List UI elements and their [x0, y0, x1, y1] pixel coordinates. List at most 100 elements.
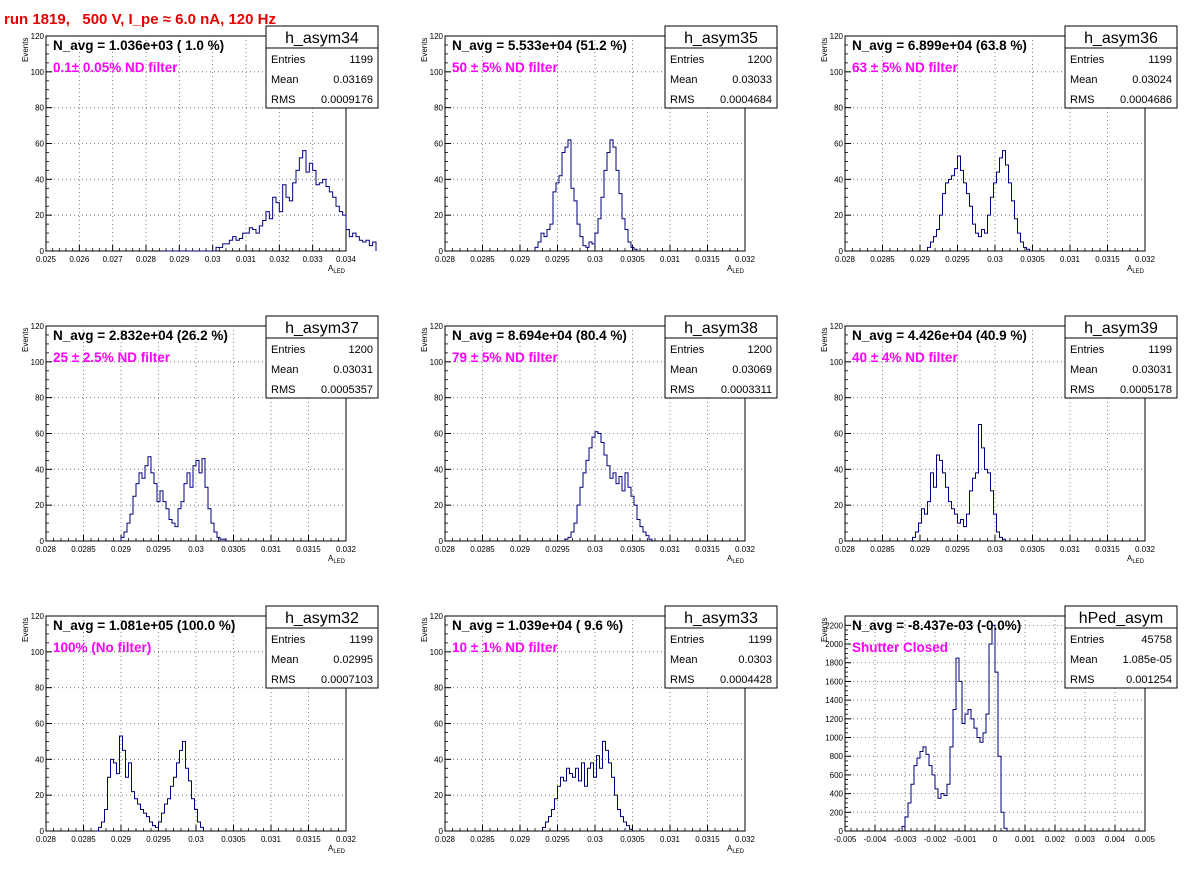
stat-name: RMS [271, 94, 295, 106]
x-tick-label: 0.032 [1135, 545, 1156, 554]
stats-box: h_asym34 Entries 1199 Mean 0.03169 RMS 0.00091… [265, 25, 379, 109]
filter-label: 40 ± 4% ND filter [852, 350, 958, 365]
x-tick-label: 0.0305 [221, 835, 246, 844]
navg-label: N_avg = 1.036e+03 ( 1.0 %) [53, 38, 224, 53]
y-axis-label: Events [420, 328, 429, 352]
x-axis-label: ALED [328, 554, 346, 565]
x-tick-label: 0.028 [435, 835, 456, 844]
y-tick-label: 100 [31, 648, 45, 657]
stats-box: h_asym36 Entries 1199 Mean 0.03024 RMS 0.00046… [1064, 25, 1178, 109]
stats-body-frame [265, 627, 379, 689]
histogram-series [564, 431, 653, 541]
y-tick-label: 20 [834, 501, 843, 510]
x-tick-label: 0.03 [587, 255, 603, 264]
histogram-series [912, 424, 1006, 541]
stat-name: Entries [670, 634, 705, 646]
y-tick-label: 60 [35, 430, 44, 439]
y-tick-label: 120 [430, 322, 444, 331]
stat-name: RMS [271, 384, 295, 396]
stat-name: Entries [670, 344, 705, 356]
histogram-series [927, 150, 1030, 251]
y-tick-label: 100 [31, 68, 45, 77]
y-tick-label: 1600 [825, 677, 843, 686]
x-tick-label: 0.0295 [545, 835, 570, 844]
x-tick-label: 0.03 [188, 545, 204, 554]
stat-name: Mean [670, 654, 698, 666]
stats-box: h_asym33 Entries 1199 Mean 0.0303 RMS 0.000442… [664, 605, 778, 689]
navg-label: N_avg = 2.832e+04 (26.2 %) [53, 328, 228, 343]
x-tick-label: 0.025 [36, 255, 57, 264]
x-tick-label: 0.0315 [695, 545, 720, 554]
y-tick-label: 40 [834, 465, 843, 474]
x-tick-label: 0.0295 [945, 545, 970, 554]
filter-label: 10 ± 1% ND filter [452, 640, 558, 655]
x-tick-label: 0.03 [205, 255, 221, 264]
stats-box: h_asym32 Entries 1199 Mean 0.02995 RMS 0.00071… [265, 605, 379, 689]
y-tick-label: 0 [40, 827, 45, 836]
y-tick-label: 2200 [825, 621, 843, 630]
y-axis-label: Events [21, 38, 30, 62]
x-axis-label: ALED [1127, 264, 1145, 275]
x-tick-label: 0.0305 [620, 835, 645, 844]
stats-box: h_asym39 Entries 1199 Mean 0.03031 RMS 0.00051… [1064, 315, 1178, 399]
stat-name: RMS [1070, 94, 1094, 106]
histogram-name: h_asym36 [1084, 30, 1158, 47]
stat-name: RMS [670, 94, 694, 106]
stat-value: 0.0003311 [721, 384, 772, 396]
y-tick-label: 800 [830, 752, 844, 761]
panel-h_asym36: 0.028 0.0285 0.029 0.0295 0.03 0.0305 0.031 0.0… [820, 25, 1178, 275]
x-tick-label: 0.028 [835, 545, 856, 554]
stat-name: Mean [1070, 364, 1098, 376]
x-tick-label: 0.028 [136, 255, 157, 264]
page-title: run 1819, 500 V, I_pe ≈ 6.0 nA, 120 Hz [4, 11, 276, 28]
histogram-name: h_asym35 [684, 30, 758, 47]
y-tick-label: 0 [839, 247, 844, 256]
x-tick-label: 0.032 [735, 255, 756, 264]
x-tick-label: 0.0315 [296, 835, 321, 844]
x-tick-label: -0.001 [954, 835, 977, 844]
x-tick-label: 0.033 [303, 255, 324, 264]
y-tick-label: 1000 [825, 734, 843, 743]
stats-body-frame [664, 337, 778, 399]
histogram-name: h_asym37 [285, 320, 359, 337]
x-tick-label: 0.03 [587, 545, 603, 554]
y-tick-label: 60 [834, 140, 843, 149]
y-tick-label: 200 [830, 808, 844, 817]
stat-value: 0.0004684 [720, 94, 772, 106]
x-tick-label: 0.032 [336, 835, 357, 844]
y-tick-label: 100 [430, 648, 444, 657]
y-tick-label: 20 [434, 211, 443, 220]
stat-name: Entries [271, 54, 306, 66]
y-tick-label: 120 [830, 32, 844, 41]
y-axis-label: Events [820, 38, 829, 62]
stat-name: RMS [1070, 674, 1094, 686]
stat-value: 0.03033 [732, 74, 772, 86]
panel-h_asym34: 0.025 0.026 0.027 0.028 0.029 0.03 0.031 0.032 0… [21, 25, 379, 275]
y-axis-label: Events [21, 328, 30, 352]
x-tick-label: 0.028 [835, 255, 856, 264]
y-axis-label: Events [21, 618, 30, 642]
stat-value: 0.0303 [738, 654, 772, 666]
x-tick-label: 0.029 [111, 545, 132, 554]
x-tick-label: 0.0315 [1095, 545, 1120, 554]
stat-value: 0.03069 [732, 364, 772, 376]
filter-label: 100% (No filter) [53, 640, 151, 655]
y-tick-label: 100 [830, 358, 844, 367]
x-tick-label: 0.03 [987, 545, 1003, 554]
x-tick-label: 0.03 [587, 835, 603, 844]
stat-name: Mean [1070, 74, 1098, 86]
y-tick-label: 0 [439, 247, 444, 256]
y-axis-label: Events [820, 328, 829, 352]
stat-value: 1199 [349, 54, 373, 66]
stat-name: Mean [271, 364, 299, 376]
panel-h_asym38: 0.028 0.0285 0.029 0.0295 0.03 0.0305 0.031 0.0… [420, 315, 778, 565]
x-tick-label: 0.0295 [146, 835, 171, 844]
x-tick-label: -0.003 [894, 835, 917, 844]
stat-name: Entries [1070, 634, 1105, 646]
y-tick-label: 80 [434, 684, 443, 693]
x-tick-label: 0.001 [1015, 835, 1036, 844]
x-tick-label: 0.029 [510, 255, 531, 264]
x-tick-label: 0.0305 [221, 545, 246, 554]
y-tick-label: 80 [35, 684, 44, 693]
y-tick-label: 20 [35, 501, 44, 510]
